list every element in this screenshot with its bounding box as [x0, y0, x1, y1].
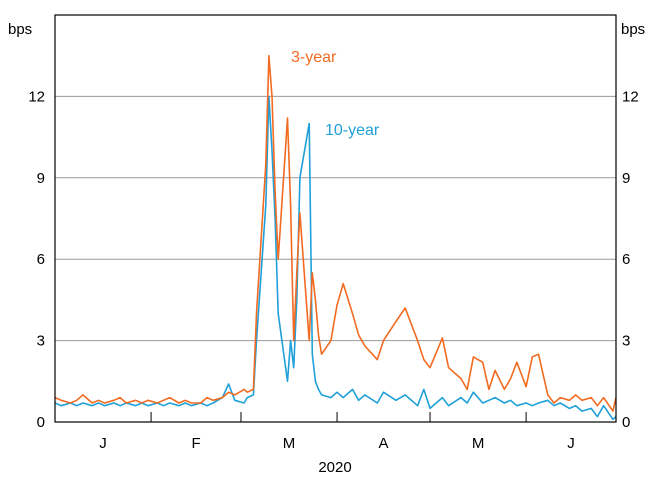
- left-axis-unit: bps: [8, 21, 32, 38]
- y-tick-label-right: 6: [622, 251, 630, 268]
- series-label-3-year: 3-year: [291, 49, 337, 66]
- month-ticks: [150, 412, 527, 422]
- y-tick-label-left: 9: [37, 170, 45, 187]
- right-axis-unit: bps: [621, 21, 645, 38]
- series-line-3-year: [54, 54, 617, 412]
- y-tick-label-left: 0: [37, 414, 45, 431]
- series-lines: [54, 54, 617, 421]
- y-tick-labels: 0 0 3 3 6 6 9 9 12 12: [28, 88, 638, 431]
- plot-frame: [54, 14, 617, 423]
- y-tick-label-right: 0: [622, 414, 630, 431]
- y-tick-label-right: 3: [622, 333, 630, 350]
- month-label: J: [99, 435, 107, 452]
- y-tick-label-right: 9: [622, 170, 630, 187]
- series-label-10-year: 10-year: [325, 122, 380, 139]
- y-tick-label-left: 6: [37, 251, 45, 268]
- year-label: 2020: [318, 459, 351, 476]
- month-label: J: [567, 435, 575, 452]
- month-label: M: [283, 435, 296, 452]
- y-tick-label-left: 3: [37, 333, 45, 350]
- month-label: A: [379, 435, 389, 452]
- month-label: F: [191, 435, 200, 452]
- series-line-10-year: [54, 95, 617, 421]
- gridlines: [55, 95, 616, 342]
- month-label: M: [472, 435, 485, 452]
- y-tick-label-right: 12: [622, 88, 639, 105]
- y-tick-label-left: 12: [28, 88, 45, 105]
